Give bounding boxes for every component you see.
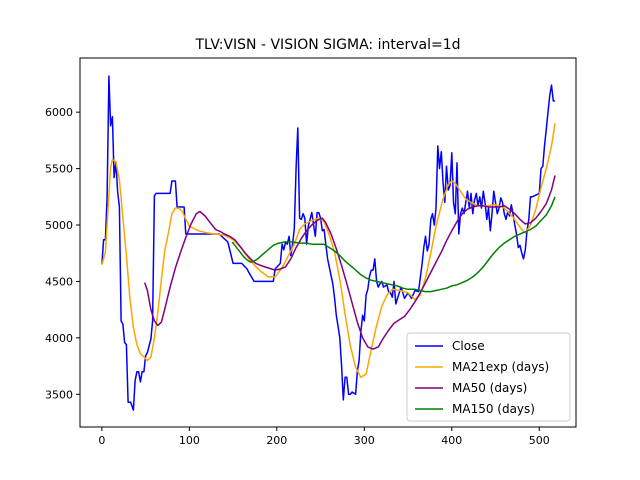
x-tick-label: 500 xyxy=(529,434,550,447)
plot-lines xyxy=(101,75,556,411)
series-line-2 xyxy=(143,175,556,350)
y-axis: 3500 4000 4500 5000 5500 6000 xyxy=(45,106,80,401)
y-tick-label: 5500 xyxy=(45,163,73,176)
x-tick-label: 100 xyxy=(179,434,200,447)
x-tick-label: 0 xyxy=(98,434,105,447)
legend-label: MA21exp (days) xyxy=(452,360,549,374)
y-tick-label: 4500 xyxy=(45,275,73,288)
y-tick-label: 4000 xyxy=(45,332,73,345)
plot-area-frame xyxy=(79,57,577,428)
series-line-1 xyxy=(101,123,556,379)
y-tick-label: 5000 xyxy=(45,219,73,232)
legend: Close MA21exp (days) MA50 (days) MA150 (day… xyxy=(406,332,571,422)
y-tick-label: 3500 xyxy=(45,388,73,401)
x-axis: 0 100 200 300 400 500 xyxy=(98,427,550,447)
x-tick-label: 200 xyxy=(266,434,287,447)
y-tick-label: 6000 xyxy=(45,106,73,119)
x-tick-label: 400 xyxy=(441,434,462,447)
legend-label: MA50 (days) xyxy=(452,381,527,395)
legend-label: MA150 (days) xyxy=(452,402,535,416)
x-tick-label: 300 xyxy=(354,434,375,447)
series-line-3 xyxy=(231,196,556,293)
legend-box xyxy=(406,332,571,422)
legend-label: Close xyxy=(452,339,485,353)
chart-title: TLV:VISN - VISION SIGMA: interval=1d xyxy=(195,37,461,53)
series-line-0 xyxy=(101,75,555,411)
